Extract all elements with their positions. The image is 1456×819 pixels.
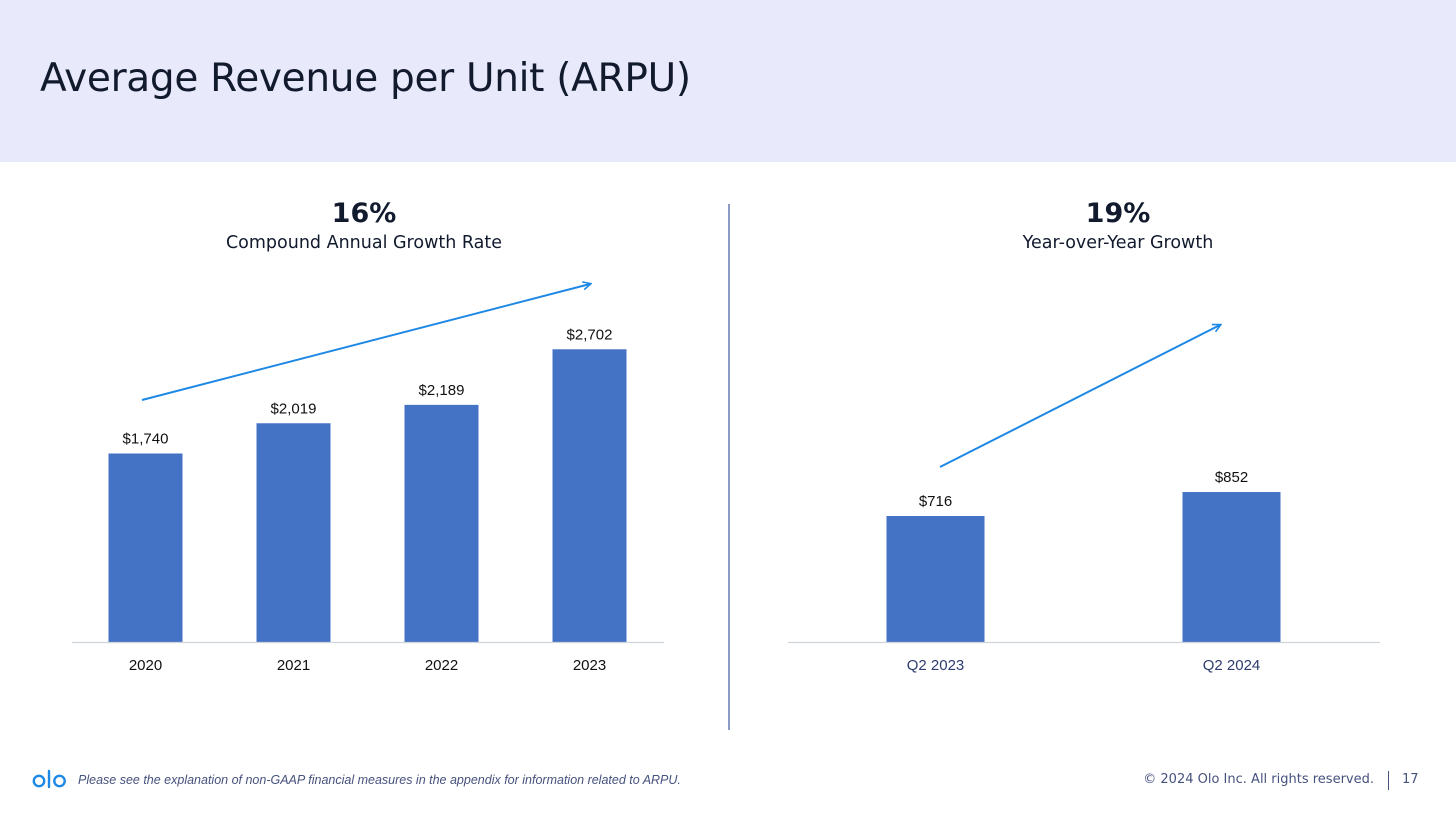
copyright: © 2024 Olo Inc. All rights reserved. [1143, 772, 1374, 787]
trend-arrow [141, 284, 590, 401]
page-number: 17 [1402, 772, 1419, 787]
bar-2022 [404, 404, 479, 642]
footer-separator [1388, 771, 1389, 790]
cagr-subheadline: Compound Annual Growth Rate [225, 233, 503, 253]
data-label: $2,702 [567, 326, 613, 343]
x-tick-label: 2023 [573, 657, 606, 674]
x-tick-label: Q2 2024 [1203, 657, 1261, 674]
bar-q2-2024 [1182, 492, 1281, 642]
yoy-subheadline: Year-over-Year Growth [1022, 233, 1214, 253]
olo-logo [32, 769, 66, 789]
cagr-headline: 16% [331, 198, 397, 229]
x-tick-label: Q2 2023 [907, 657, 965, 674]
bar-2020 [108, 453, 183, 642]
x-tick-label: 2021 [277, 657, 310, 674]
bar-2021 [256, 423, 331, 642]
bar-q2-2023 [886, 515, 985, 642]
data-label: $1,740 [123, 431, 169, 448]
data-label: $716 [919, 493, 952, 510]
footnote: Please see the explanation of non-GAAP f… [78, 773, 681, 787]
data-label: $2,019 [271, 400, 317, 417]
x-tick-label: 2020 [129, 657, 162, 674]
chart-divider [728, 204, 730, 730]
trend-arrow [939, 325, 1220, 468]
page-title: Average Revenue per Unit (ARPU) [40, 56, 691, 101]
bar-2023 [552, 349, 627, 642]
data-label: $852 [1215, 469, 1248, 486]
data-label: $2,189 [419, 382, 465, 399]
x-tick-label: 2022 [425, 657, 458, 674]
yoy-headline: 19% [1085, 198, 1151, 229]
title-banner: Average Revenue per Unit (ARPU) [0, 0, 1456, 162]
